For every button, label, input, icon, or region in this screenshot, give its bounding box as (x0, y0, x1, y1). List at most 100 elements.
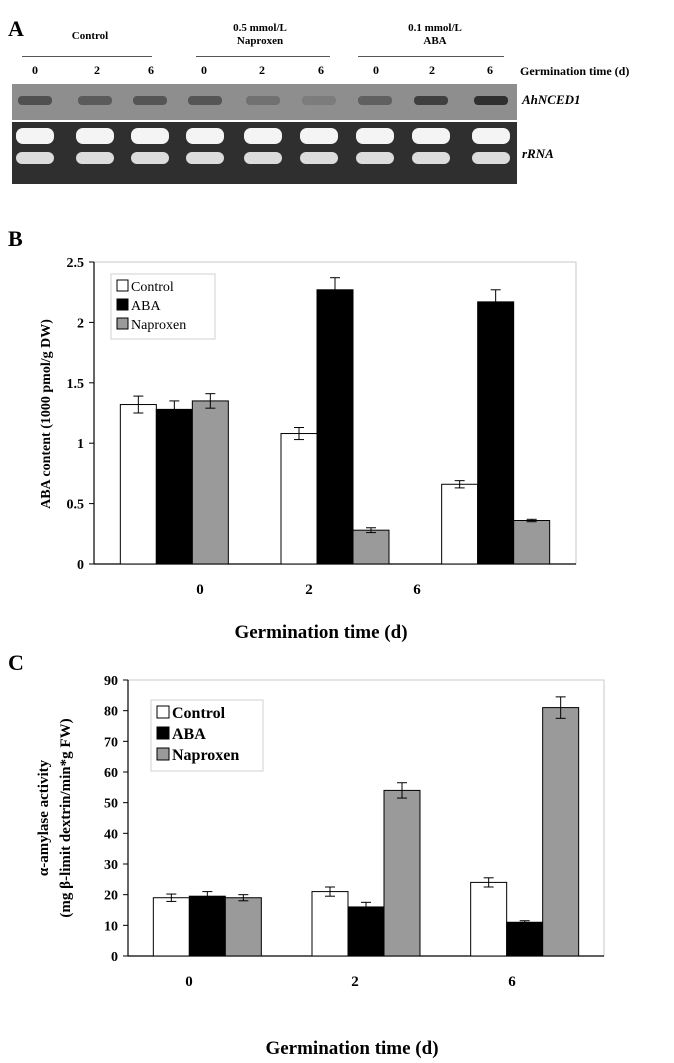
legend-box (150, 699, 264, 772)
nced-band (302, 96, 336, 105)
group-underline-control (22, 56, 152, 57)
bar-naproxen (224, 897, 262, 957)
x-axis-label: Germination time (d) (234, 622, 407, 643)
bar-aba (347, 906, 385, 957)
legend-label: Control (172, 705, 226, 722)
x-tick-label: 2 (351, 974, 359, 990)
bar-control (311, 891, 349, 957)
lane-number: 6 (318, 63, 324, 77)
rrna-band-18s (356, 152, 394, 164)
lane-number: 0 (373, 63, 379, 77)
rrna-band-28s (16, 128, 54, 144)
x-tick-label: 6 (413, 582, 421, 598)
nced-band (188, 96, 222, 105)
group-label-naproxen: 0.5 mmol/L Naproxen (233, 22, 287, 47)
y-tick-label: 1 (77, 437, 84, 452)
lane-number: 0 (201, 63, 207, 77)
group-underline-naproxen (196, 56, 330, 57)
rrna-band-18s (76, 152, 114, 164)
lane-number: 0 (32, 63, 38, 77)
x-tick-label: 0 (185, 974, 193, 990)
bar-aba (155, 408, 193, 565)
x-tick-label: 2 (305, 582, 313, 598)
rrna-band-18s (300, 152, 338, 164)
legend-swatch-naproxen (116, 317, 129, 330)
y-axis-label-line2: (mg β-limit dextrin/min*g FW) (58, 718, 74, 917)
nced-band (246, 96, 280, 105)
x-axis-label: Germination time (d) (265, 1038, 438, 1059)
rrna-band-28s (76, 128, 114, 144)
bar-aba (188, 895, 226, 957)
rrna-band-18s (412, 152, 450, 164)
bar-control (470, 881, 508, 957)
lane-number: 6 (148, 63, 154, 77)
nced-band (78, 96, 112, 105)
y-tick-label: 90 (104, 674, 118, 689)
y-tick-label: 30 (104, 858, 118, 873)
legend-swatch-aba (116, 298, 129, 311)
gene-label: AhNCED1 (522, 92, 581, 107)
rrna-band-28s (244, 128, 282, 144)
bar-control (152, 897, 190, 957)
legend-swatch-control (156, 705, 170, 719)
y-tick-label: 20 (104, 889, 118, 904)
legend-label: Control (131, 280, 174, 295)
legend-swatch-aba (156, 726, 170, 740)
group-underline-aba (358, 56, 504, 57)
lane-number: 2 (429, 63, 435, 77)
y-tick-label: 2 (77, 316, 84, 331)
rrna-band-28s (186, 128, 224, 144)
y-tick-label: 70 (104, 735, 118, 750)
rrna-band-18s (131, 152, 169, 164)
rrna-band-18s (472, 152, 510, 164)
y-tick-label: 0.5 (67, 498, 85, 513)
group-label-aba: 0.1 mmol/L ABA (408, 22, 462, 47)
lane-number: 2 (94, 63, 100, 77)
amylase-activity-chart: 0 10 20 30 40 50 60 70 80 90 0 2 6 Germination time (… (36, 674, 605, 1059)
nced-band (18, 96, 52, 105)
bar-naproxen (513, 520, 551, 565)
y-axis-label: ABA content (1000 pmol/g DW) (39, 319, 54, 509)
rrna-band-18s (186, 152, 224, 164)
rrna-band-18s (244, 152, 282, 164)
gel-image (12, 84, 517, 184)
legend-label: Naproxen (172, 747, 239, 764)
rrna-band-28s (412, 128, 450, 144)
panel-c-letter: C (8, 650, 24, 675)
rrna-band-28s (131, 128, 169, 144)
group-label-control: Control (71, 30, 109, 42)
y-tick-label: 50 (104, 797, 118, 812)
panel-a-letter: A (8, 16, 24, 41)
y-tick-label: 80 (104, 705, 118, 720)
bar-control (280, 433, 318, 565)
nced-band (358, 96, 392, 105)
rrna-label: rRNA (522, 146, 554, 161)
lane-number: 2 (259, 63, 265, 77)
bar-naproxen (352, 529, 390, 565)
bar-control (441, 483, 479, 565)
y-tick-label: 60 (104, 766, 118, 781)
y-tick-label: 40 (104, 827, 118, 842)
y-tick-label: 10 (104, 919, 118, 934)
bar-naproxen (542, 707, 580, 957)
panel-b-letter: B (8, 226, 23, 251)
bar-naproxen (191, 400, 229, 565)
legend-box (110, 273, 216, 340)
lane-number: 6 (487, 63, 493, 77)
rrna-band-28s (472, 128, 510, 144)
y-tick-label: 0 (77, 558, 84, 573)
legend-swatch-control (116, 279, 129, 292)
gel-time-label: Germination time (d) (520, 64, 630, 78)
rrna-band-28s (356, 128, 394, 144)
rrna-band-18s (16, 152, 54, 164)
bar-aba (316, 289, 354, 565)
legend-label: Naproxen (131, 318, 186, 333)
nced-band (133, 96, 167, 105)
y-tick-label: 1.5 (67, 377, 85, 392)
legend-label: ABA (131, 299, 161, 314)
y-tick-label: 2.5 (67, 256, 85, 271)
bar-naproxen (383, 789, 421, 957)
bar-control (119, 404, 157, 565)
x-tick-label: 0 (196, 582, 204, 598)
bar-aba (506, 921, 544, 957)
